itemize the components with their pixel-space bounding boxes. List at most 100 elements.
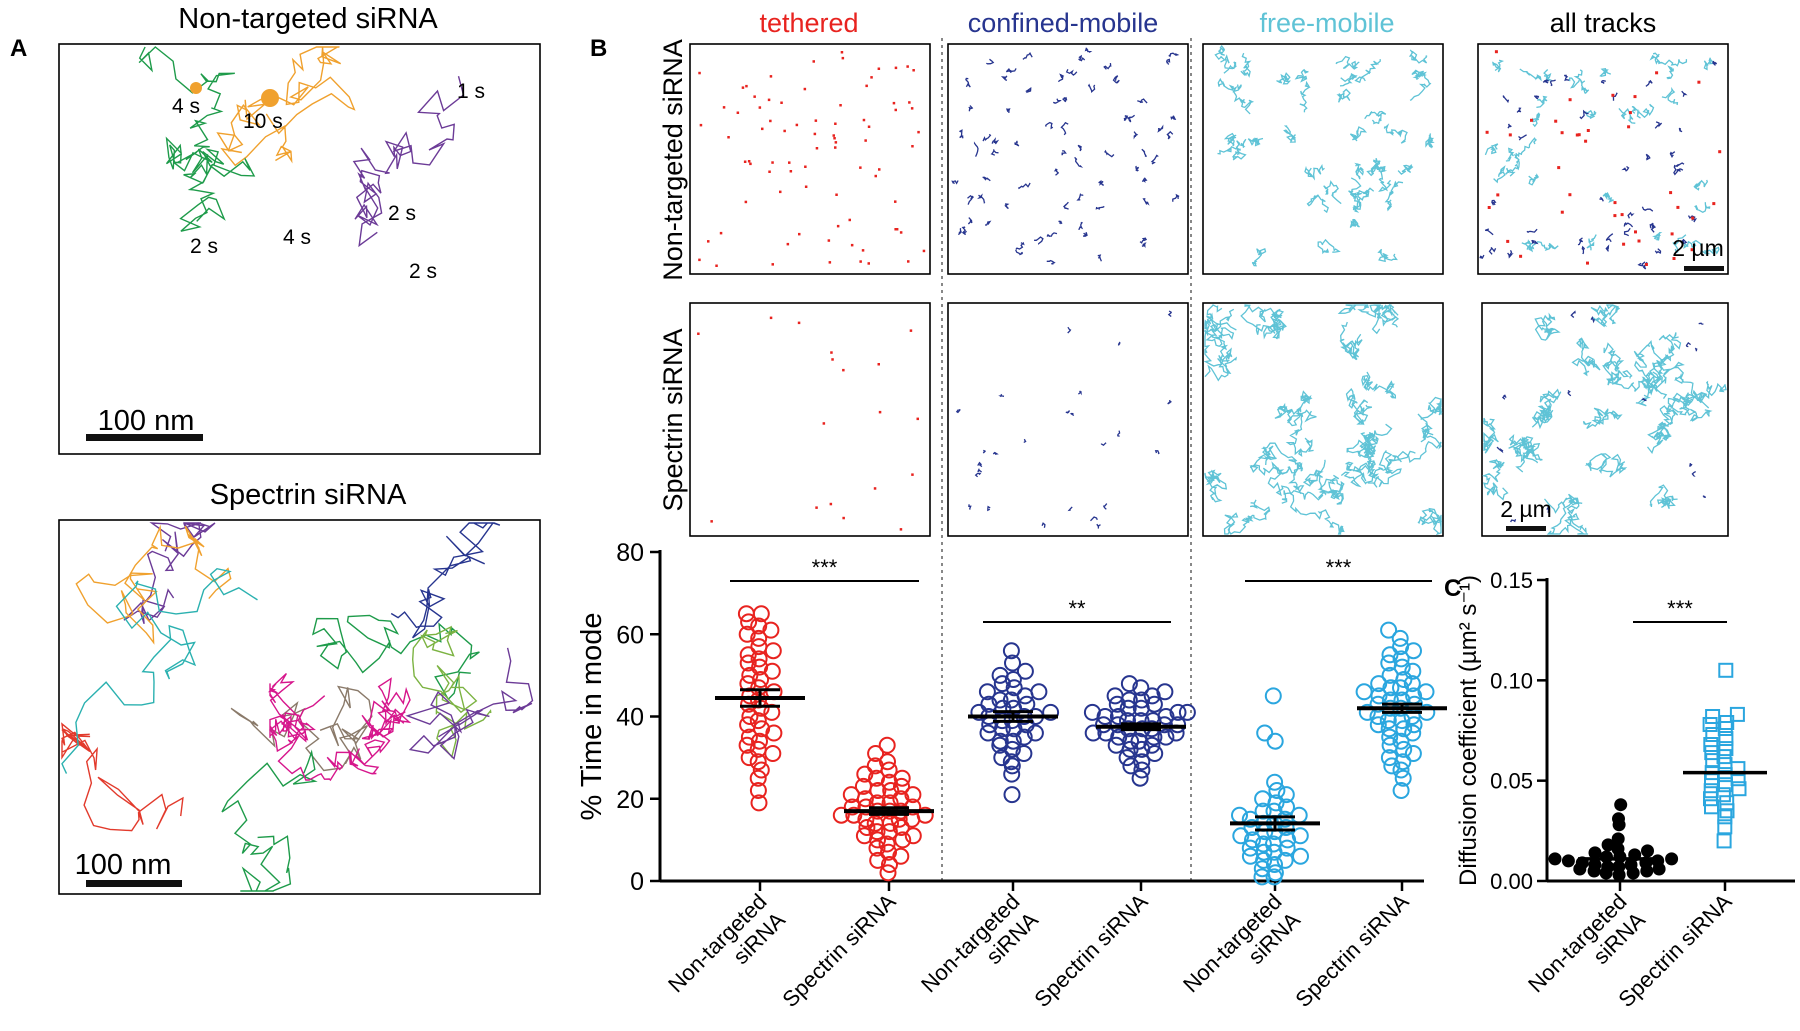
data-point-free-mobile xyxy=(1292,847,1309,865)
data-point-confined-mobile xyxy=(1118,749,1136,767)
free-track xyxy=(1306,194,1329,214)
data-point-non-targeted xyxy=(1641,844,1654,858)
data-point-free-mobile xyxy=(1243,819,1261,836)
data-point-tethered xyxy=(749,712,767,730)
all-confined-track xyxy=(1687,215,1698,223)
data-point-non-targeted xyxy=(1561,854,1575,868)
data-point-free-mobile xyxy=(1382,679,1400,697)
all-tethered-spot xyxy=(1485,130,1489,134)
data-point-tethered xyxy=(741,666,759,684)
tethered-spot xyxy=(804,185,808,188)
map-frame-confined-nt xyxy=(947,43,1189,275)
data-point-tethered xyxy=(845,806,863,824)
confined-track xyxy=(977,461,983,468)
tethered-spot xyxy=(916,417,919,421)
data-point-confined-mobile xyxy=(1122,732,1140,750)
data-point-tethered xyxy=(750,794,768,812)
tethered-spot xyxy=(867,262,870,265)
data-point-tethered xyxy=(882,782,900,799)
confined-track xyxy=(1167,310,1173,318)
all-free-track xyxy=(1640,361,1671,390)
all-free-track xyxy=(1633,339,1664,396)
map-frame-tethered-nt xyxy=(689,43,931,275)
confined-track xyxy=(1123,115,1129,122)
confined-track xyxy=(951,180,959,185)
data-point-tethered xyxy=(740,728,758,746)
data-point-spectrin xyxy=(1718,741,1734,757)
free-track xyxy=(1317,238,1341,255)
confined-track xyxy=(1065,410,1071,414)
confined-track xyxy=(1165,58,1171,65)
map-frame-free-nt xyxy=(1202,43,1444,275)
tethered-spot xyxy=(815,506,818,509)
confined-track xyxy=(1000,75,1008,81)
all-confined-track xyxy=(1681,90,1688,97)
all-tethered-spot xyxy=(1508,133,1512,137)
tethered-spot xyxy=(783,129,786,133)
all-tethered-spot xyxy=(1628,111,1632,115)
tethered-spot xyxy=(797,321,801,325)
data-point-tethered xyxy=(867,745,885,762)
tethered-spot xyxy=(828,261,832,264)
data-point-tethered xyxy=(752,761,770,779)
all-free-track xyxy=(1672,234,1687,254)
confined-track xyxy=(1069,412,1075,417)
track-magenta xyxy=(267,672,412,782)
all-free-track xyxy=(1683,239,1702,250)
confined-track xyxy=(1004,203,1010,210)
free-track xyxy=(1417,507,1443,536)
confined-track xyxy=(1053,98,1062,104)
all-tethered-spot xyxy=(1676,205,1680,209)
all-confined-track xyxy=(1674,162,1685,167)
free-track xyxy=(1409,73,1432,101)
data-point-non-targeted xyxy=(1548,852,1562,866)
all-free-track xyxy=(1532,112,1541,128)
tethered-spot xyxy=(850,243,854,247)
data-point-free-mobile xyxy=(1380,654,1398,672)
confined-track xyxy=(1142,198,1150,206)
all-free-track xyxy=(1579,79,1590,94)
data-point-non-targeted xyxy=(1601,838,1615,852)
tethered-spot xyxy=(894,66,898,70)
data-point-confined-mobile xyxy=(980,695,998,713)
data-point-free-mobile xyxy=(1253,860,1271,878)
tethered-spot xyxy=(822,422,826,425)
tethered-spot xyxy=(771,263,774,266)
data-point-free-mobile xyxy=(1358,703,1376,721)
free-track xyxy=(1425,133,1435,149)
track-spectrin-1 xyxy=(123,521,216,625)
confined-track xyxy=(1065,69,1078,76)
scale-label-a-bottom: 100 nm xyxy=(75,849,172,881)
y-tick-label-c: 0.05 xyxy=(1490,769,1533,794)
all-free-track xyxy=(1661,86,1679,106)
free-track xyxy=(1204,469,1228,503)
all-confined-track xyxy=(1570,310,1576,318)
data-point-tethered xyxy=(764,642,782,660)
free-track xyxy=(1285,409,1317,457)
free-track xyxy=(1304,164,1325,181)
tethered-spot xyxy=(771,161,774,164)
x-tick-label-b: Non-targetedsiRNA xyxy=(916,889,1043,1016)
data-point-free-mobile xyxy=(1380,621,1398,639)
confined-track xyxy=(1133,131,1139,140)
significance-stars-b: ** xyxy=(1068,596,1086,621)
confined-track xyxy=(990,149,999,156)
panel-a-top-tracks xyxy=(138,46,465,248)
all-confined-track xyxy=(1621,165,1630,172)
data-point-confined-mobile xyxy=(1002,642,1020,660)
tethered-spot xyxy=(842,368,845,372)
confined-track xyxy=(1015,249,1024,256)
panel-a-top-frame xyxy=(58,43,541,455)
data-point-non-targeted xyxy=(1612,812,1625,826)
data-point-spectrin xyxy=(1704,773,1719,789)
data-point-spectrin xyxy=(1718,662,1734,678)
tethered-spot xyxy=(769,75,773,78)
x-tick-label-b: Non-targetedsiRNA xyxy=(1178,889,1305,1016)
free-track xyxy=(1335,55,1360,70)
all-tethered-spot xyxy=(1637,239,1641,243)
confined-track xyxy=(1150,154,1159,165)
all-free-track xyxy=(1681,380,1727,409)
data-point-confined-mobile xyxy=(991,732,1009,750)
significance-stars-b: *** xyxy=(1326,555,1352,580)
free-track xyxy=(1251,248,1267,267)
